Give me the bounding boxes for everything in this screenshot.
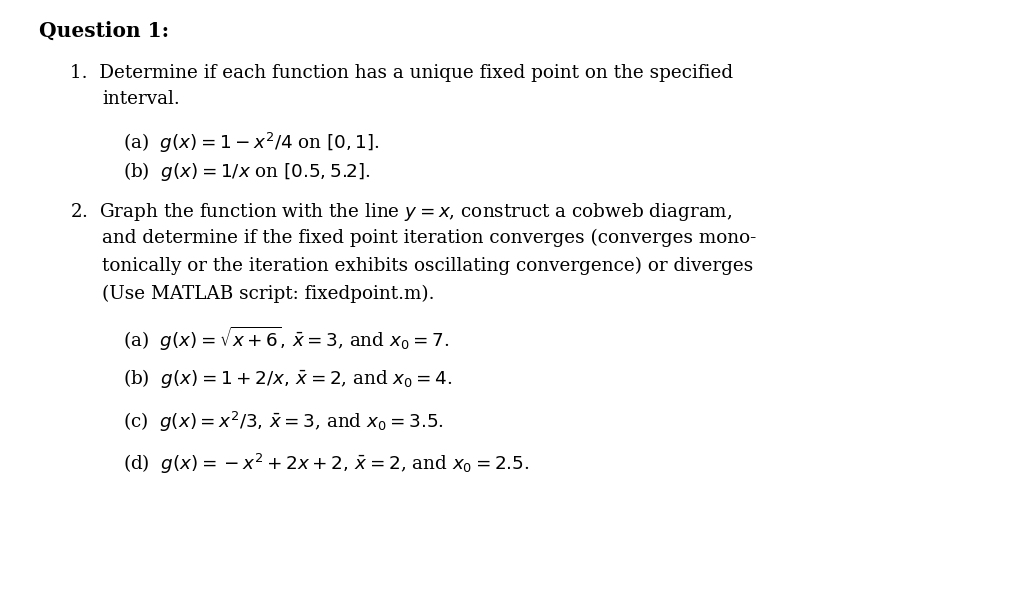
Text: 2.  Graph the function with the line $y = x$, construct a cobweb diagram,: 2. Graph the function with the line $y =… bbox=[70, 201, 732, 223]
Text: (b)  $g(x) = 1/x$ on $[0.5, 5.2]$.: (b) $g(x) = 1/x$ on $[0.5, 5.2]$. bbox=[123, 160, 371, 183]
Text: (d)  $g(x) = -x^2 + 2x + 2,\, \bar{x} = 2$, and $x_0 = 2.5$.: (d) $g(x) = -x^2 + 2x + 2,\, \bar{x} = 2… bbox=[123, 452, 529, 476]
Text: (c)  $g(x) = x^2/3,\, \bar{x} = 3$, and $x_0 = 3.5$.: (c) $g(x) = x^2/3,\, \bar{x} = 3$, and $… bbox=[123, 410, 444, 434]
Text: (b)  $g(x) = 1 + 2/x,\, \bar{x} = 2$, and $x_0 = 4$.: (b) $g(x) = 1 + 2/x,\, \bar{x} = 2$, and… bbox=[123, 367, 453, 390]
Text: 1.  Determine if each function has a unique fixed point on the specified: 1. Determine if each function has a uniq… bbox=[70, 64, 733, 82]
Text: (Use MATLAB script: fixedpoint.m).: (Use MATLAB script: fixedpoint.m). bbox=[102, 284, 435, 302]
Text: and determine if the fixed point iteration converges (converges mono-: and determine if the fixed point iterati… bbox=[102, 229, 757, 247]
Text: Question 1:: Question 1: bbox=[39, 21, 169, 41]
Text: interval.: interval. bbox=[102, 90, 180, 108]
Text: tonically or the iteration exhibits oscillating convergence) or diverges: tonically or the iteration exhibits osci… bbox=[102, 257, 754, 275]
Text: (a)  $g(x) = \sqrt{x + 6},\, \bar{x} = 3$, and $x_0 = 7$.: (a) $g(x) = \sqrt{x + 6},\, \bar{x} = 3$… bbox=[123, 325, 450, 353]
Text: (a)  $g(x) = 1 - x^2/4$ on $[0, 1]$.: (a) $g(x) = 1 - x^2/4$ on $[0, 1]$. bbox=[123, 131, 380, 155]
